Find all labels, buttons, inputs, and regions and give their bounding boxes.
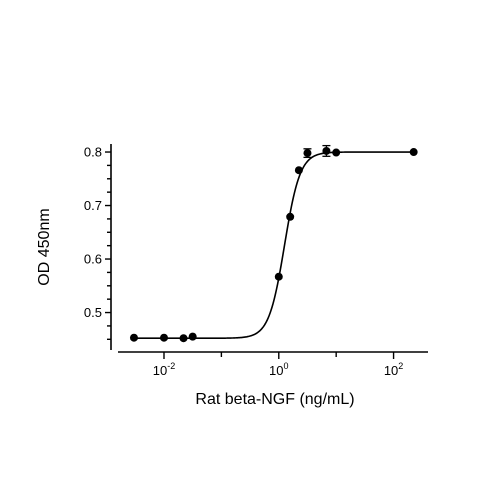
data-point (188, 332, 197, 341)
x-tick-label: 100 (269, 361, 288, 378)
y-tick-label: 0.5 (84, 305, 102, 320)
data-point (332, 148, 341, 157)
fit-curve (133, 151, 414, 340)
data-point (409, 148, 418, 157)
y-tick-label: 0.8 (84, 145, 102, 160)
x-tick-label: 102 (384, 361, 403, 378)
x-axis-title: Rat beta-NGF (ng/mL) (195, 391, 354, 408)
data-point (274, 272, 283, 281)
data-point (179, 334, 188, 343)
data-point (129, 333, 138, 342)
data-point (294, 166, 303, 175)
x-axis: 10-2 100 102 (118, 351, 428, 378)
fit-curve-layer (133, 151, 414, 340)
data-point (322, 146, 331, 155)
data-points-layer (129, 144, 418, 343)
y-axis-title: OD 450nm (36, 208, 53, 285)
y-tick-label: 0.6 (84, 252, 102, 267)
data-point (303, 149, 312, 158)
x-tick-label: 10-2 (153, 361, 175, 378)
y-tick-label: 0.7 (84, 198, 102, 213)
y-axis: 0.5 0.6 0.7 0.8 (84, 144, 112, 350)
data-point (286, 212, 295, 221)
data-point (159, 333, 168, 342)
